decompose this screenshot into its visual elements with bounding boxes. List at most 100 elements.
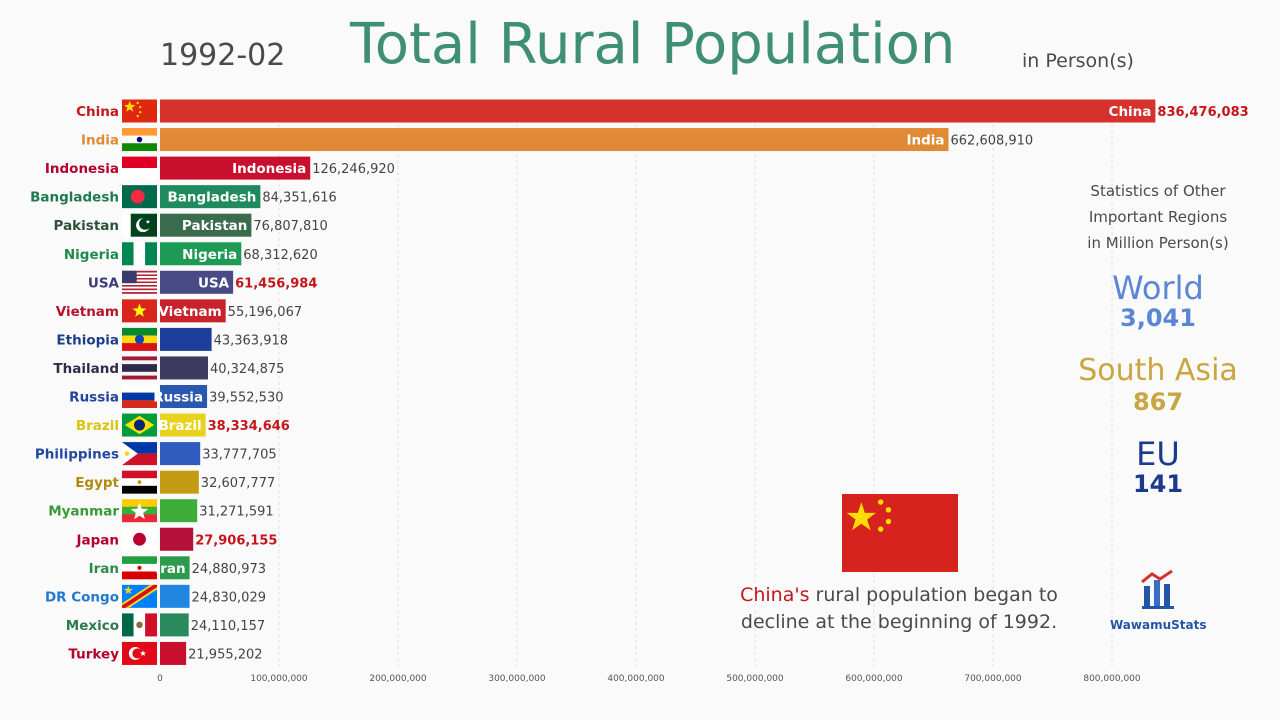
country-label: Myanmar	[48, 504, 119, 520]
value-label: 84,351,616	[262, 191, 336, 206]
bar-inner-label: Pakistan	[182, 218, 247, 234]
country-label: USA	[88, 275, 120, 291]
ethiopia-flag-icon	[122, 327, 157, 351]
bangladesh-flag-icon	[122, 185, 157, 209]
bar-row-egypt: Egypt 32,607,777	[75, 470, 275, 494]
region-south-asia: South Asia 867	[1070, 353, 1246, 416]
bar-inner-label: Bangladesh	[167, 190, 256, 206]
stats-heading-line: Statistics of Other	[1090, 182, 1226, 200]
x-tick-label: 0	[157, 674, 163, 684]
bar-row-mexico: Mexico 24,110,157	[66, 613, 265, 637]
bar	[160, 242, 242, 266]
region-value: 867	[1132, 388, 1184, 416]
bar-row-brazil: Brazil Brazil 38,334,646	[76, 413, 290, 437]
country-label: Pakistan	[54, 218, 119, 234]
bar-row-thailand: Thailand 40,324,875	[53, 356, 284, 380]
indonesia-flag-icon	[122, 156, 157, 180]
value-label: 43,363,918	[214, 333, 288, 348]
x-tick-label: 100,000,000	[250, 674, 308, 684]
value-label: 662,608,910	[951, 134, 1034, 149]
bar	[160, 327, 212, 351]
stats-heading: Statistics of Other Important Regions in…	[1070, 178, 1246, 256]
value-label: 33,777,705	[202, 448, 276, 463]
bar	[160, 499, 198, 523]
annotation-note: China's rural population began to declin…	[740, 582, 1058, 636]
bar	[160, 356, 208, 380]
bar-row-russia: Russia Russia 39,552,530	[69, 385, 284, 408]
region-eu: EU 141	[1070, 438, 1246, 496]
bar	[160, 299, 226, 323]
x-tick-label: 400,000,000	[607, 674, 665, 684]
bar-row-turkey: Turkey 21,955,202	[68, 641, 263, 665]
bar-inner-label: Indonesia	[232, 161, 306, 177]
note-text: rural population began to decline at the…	[740, 584, 1058, 633]
value-label: 55,196,067	[228, 305, 302, 320]
thailand-flag-icon	[122, 356, 157, 380]
japan-flag-icon	[122, 527, 157, 551]
philippines-flag-icon	[122, 442, 157, 466]
region-world: World 3,041	[1070, 272, 1246, 330]
x-tick-label: 800,000,000	[1083, 674, 1141, 684]
country-label: India	[81, 133, 119, 149]
bar-inner-label: Iran	[155, 561, 185, 577]
bar-inner-label: India	[906, 133, 944, 149]
region-value: 141	[1132, 470, 1184, 498]
unit-label: in Person(s)	[1022, 50, 1134, 72]
value-label: 24,880,973	[192, 562, 266, 577]
country-label: Philippines	[35, 447, 119, 463]
bar-row-iran: Iran Iran 24,880,973	[89, 556, 266, 580]
bar	[160, 213, 252, 237]
bar-row-myanmar: Myanmar 31,271,591	[48, 499, 274, 523]
dr-congo-flag-icon	[122, 584, 157, 608]
logo-text: WawamuStats	[1110, 618, 1207, 632]
value-label: 76,807,810	[253, 219, 327, 234]
country-label: Japan	[75, 532, 119, 548]
bar-row-japan: Japan 27,906,155	[75, 527, 277, 551]
value-label: 31,271,591	[199, 505, 273, 520]
bar	[160, 270, 234, 294]
china-flag-graphic	[842, 494, 958, 572]
x-tick-label: 200,000,000	[369, 674, 427, 684]
x-tick-label: 600,000,000	[845, 674, 903, 684]
bar	[160, 584, 190, 608]
country-label: DR Congo	[45, 589, 119, 605]
value-label: 24,830,029	[192, 590, 266, 605]
country-label: Egypt	[75, 475, 119, 491]
value-label: 68,312,620	[243, 248, 317, 263]
stats-heading-line: in Million Person(s)	[1087, 234, 1229, 252]
country-label: Russia	[69, 390, 119, 406]
bar-row-nigeria: Nigeria Nigeria 68,312,620	[64, 242, 318, 266]
usa-flag-icon	[122, 270, 157, 294]
regional-stats-panel: Statistics of Other Important Regions in…	[1070, 178, 1246, 496]
myanmar-flag-icon	[122, 499, 157, 523]
value-label: 836,476,083	[1157, 105, 1248, 120]
region-value: 3,041	[1120, 304, 1196, 332]
value-label: 21,955,202	[188, 647, 262, 662]
country-label: Nigeria	[64, 247, 119, 263]
bar-row-philippines: Philippines 33,777,705	[35, 442, 277, 466]
bar-row-bangladesh: Bangladesh Bangladesh 84,351,616	[30, 185, 337, 209]
value-label: 27,906,155	[195, 533, 277, 548]
country-label: Vietnam	[56, 304, 119, 320]
brazil-flag-icon	[122, 413, 157, 437]
bar-row-pakistan: Pakistan Pakistan 76,807,810	[54, 213, 328, 237]
china-flag-image	[842, 494, 958, 572]
bar	[160, 470, 199, 494]
india-flag-icon	[122, 128, 157, 152]
bar	[160, 99, 1156, 123]
bar-inner-label: Nigeria	[182, 247, 237, 263]
country-label: Mexico	[66, 618, 119, 634]
bar-inner-label: Brazil	[158, 418, 201, 434]
country-label: Thailand	[53, 361, 119, 377]
value-label: 126,246,920	[312, 162, 395, 177]
x-tick-label: 500,000,000	[726, 674, 784, 684]
region-name: South Asia	[1078, 353, 1238, 388]
iran-flag-icon	[122, 556, 157, 580]
bar-chart-logo-icon	[1141, 569, 1174, 609]
bar-inner-label: USA	[198, 275, 230, 291]
bar	[160, 156, 311, 180]
country-label: Turkey	[68, 646, 119, 662]
region-name: World	[1112, 269, 1204, 307]
stats-heading-line: Important Regions	[1088, 208, 1228, 226]
